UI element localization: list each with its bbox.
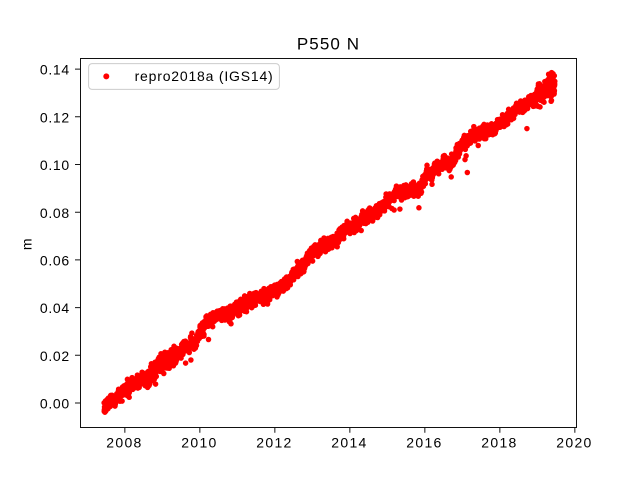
svg-text:P550 N: P550 N	[297, 34, 360, 53]
svg-text:0.14: 0.14	[40, 62, 70, 78]
svg-text:0.12: 0.12	[40, 109, 70, 125]
svg-text:0.00: 0.00	[40, 396, 70, 412]
svg-text:0.10: 0.10	[40, 157, 70, 173]
svg-text:0.02: 0.02	[40, 348, 70, 364]
svg-text:0.06: 0.06	[40, 253, 70, 269]
svg-text:2010: 2010	[181, 434, 217, 450]
svg-text:repro2018a (IGS14): repro2018a (IGS14)	[135, 68, 274, 84]
svg-text:0.08: 0.08	[40, 205, 70, 221]
svg-text:2016: 2016	[406, 434, 442, 450]
svg-text:0.04: 0.04	[40, 300, 70, 316]
svg-text:2018: 2018	[481, 434, 517, 450]
svg-text:2012: 2012	[256, 434, 292, 450]
svg-text:2014: 2014	[331, 434, 367, 450]
svg-text:m: m	[18, 238, 34, 250]
svg-text:2020: 2020	[556, 434, 592, 450]
svg-text:2008: 2008	[106, 434, 142, 450]
